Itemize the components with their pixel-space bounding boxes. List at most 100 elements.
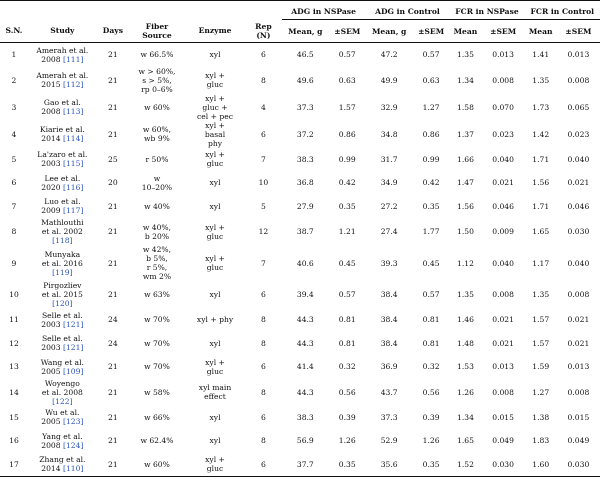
citation-link[interactable]: [111] — [63, 54, 84, 64]
cell-study-text: Pirgozliev — [43, 281, 82, 290]
cell-fcr-control-sem: 0.008 — [567, 290, 590, 299]
citation-link[interactable]: [110] — [63, 464, 84, 474]
citation-link[interactable]: [121] — [63, 343, 84, 353]
cell-study-line: Pirgozliev — [30, 281, 95, 290]
cell-fcr-control-mean: 1.83 — [532, 436, 550, 446]
cell-enzyme-text: xyl + phy — [196, 315, 234, 325]
cell-study-text: Gao et al. — [43, 98, 81, 107]
citation-link[interactable]: [109] — [63, 366, 84, 376]
cell-adg-control-sem: 0.56 — [422, 387, 440, 397]
cell-study-line: et al. 2016 — [30, 259, 95, 268]
cell-adg-control-mean: 49.9 — [380, 75, 398, 85]
cell-study-text: 2008 — [41, 107, 64, 116]
cell-rep: 6 — [260, 129, 266, 139]
citation-link[interactable]: [120] — [52, 299, 73, 308]
cell-fcr-nspase-sem: 0.009 — [492, 227, 514, 236]
cell-fiber-source-text: w 70% — [144, 338, 170, 348]
cell-fcr-control-sem: 0.040 — [567, 154, 590, 164]
cell-study-text: et al. 2002 — [41, 227, 83, 236]
cell-fcr-nspase-mean: 1.65 — [457, 436, 474, 446]
cell-adg-control-sem: 1.77 — [422, 227, 440, 236]
cell-adg-nspase-sem: 0.56 — [338, 387, 356, 397]
cell-enzyme-text: xyl — [209, 201, 221, 211]
cell-adg-nspase-mean: 40.6 — [296, 258, 314, 268]
cell-adg-nspase-sem: 0.32 — [338, 362, 356, 372]
cell-adg-nspase-sem: 0.81 — [338, 338, 356, 348]
cell-enzyme-line: xyl — [187, 413, 243, 422]
cell-enzyme: xyl + basal phy — [185, 121, 245, 148]
cell-fiber-source-text: w > 60%, — [138, 66, 176, 76]
cell-study-line: Yang et al. — [30, 432, 95, 441]
cell-fiber-source-line: w > 60%, — [131, 67, 183, 76]
cell-rep: 7 — [260, 258, 266, 268]
table-row: 7 Luo et al. 2009 [117] 21 w 40% xyl 5 27.9 0.35… — [0, 195, 600, 219]
cell-fcr-control-mean: 1.60 — [524, 452, 557, 477]
citation-link[interactable]: [118] — [52, 236, 73, 245]
citation-link[interactable]: [124] — [63, 440, 84, 450]
table-row: 1 Amerah et al. 2008 [111] 21 w 66.5% xyl 6 46.… — [0, 43, 600, 67]
col-adg-c-mean: Mean, g — [365, 19, 413, 43]
cell-days: 21 — [108, 227, 118, 236]
citation-link[interactable]: [117] — [63, 206, 84, 216]
cell-study-line: Munyaka — [30, 250, 95, 259]
cell-adg-control-mean: 31.7 — [380, 154, 398, 164]
cell-fcr-control-mean: 1.38 — [532, 412, 550, 422]
cell-rep: 12 — [258, 227, 269, 236]
cell-fcr-control-sem: 0.021 — [567, 338, 590, 348]
citation-link[interactable]: [121] — [63, 319, 84, 329]
cell-adg-nspase-sem: 0.35 — [338, 201, 356, 211]
cell-study: Lee et al. 2020 [116] — [28, 171, 97, 195]
cell-adg-nspase-mean: 44.3 — [296, 387, 314, 397]
cell-enzyme-line: gluc — [187, 159, 243, 168]
cell-fiber-source-text: w 66% — [144, 412, 170, 422]
cell-fcr-control-mean: 1.59 — [532, 362, 550, 372]
cell-sn: 3 — [11, 102, 17, 112]
cell-fcr-control-mean: 1.35 — [532, 75, 550, 85]
cell-study-text: et al. 2015 — [41, 290, 83, 299]
cell-study: La'zaro et al. 2003 [115] — [28, 148, 97, 172]
cell-fiber-source-text: w 70% — [144, 362, 170, 372]
citation-link[interactable]: [123] — [63, 417, 84, 427]
cell-study: Luo et al. 2009 [117] — [28, 195, 97, 219]
cell-fcr-nspase-sem: 0.013 — [492, 362, 514, 372]
cell-adg-nspase-sem: 0.57 — [338, 290, 356, 299]
cell-fcr-control-mean: 1.73 — [532, 102, 550, 112]
cell-enzyme: xyl — [185, 195, 245, 219]
cell-adg-nspase-sem: 0.39 — [338, 412, 356, 422]
citation-link[interactable]: [122] — [52, 396, 73, 406]
cell-enzyme-line: xyl — [187, 290, 243, 299]
cell-enzyme-text: gluc + — [202, 102, 228, 112]
cell-study-text: Selle et al. — [41, 310, 83, 320]
cell-study-text: 2005 — [41, 417, 64, 427]
citation-link[interactable]: [113] — [63, 107, 84, 116]
cell-enzyme-text: xyl main — [198, 383, 232, 392]
cell-fcr-control-sem: 0.015 — [567, 412, 590, 422]
citation-link[interactable]: [112] — [63, 80, 84, 89]
cell-adg-nspase-mean: 56.9 — [296, 436, 314, 446]
citation-link[interactable]: [114] — [63, 134, 84, 143]
cell-fiber-source: w 70% — [129, 308, 185, 332]
group-fcr-control: FCR in Control — [524, 0, 600, 20]
cell-adg-control-sem: 0.57 — [422, 290, 440, 299]
cell-study-text: et al. 2016 — [41, 258, 83, 268]
citation-link[interactable]: [115] — [63, 159, 84, 169]
citation-link[interactable]: [119] — [52, 267, 73, 277]
cell-fiber-source: w 66% — [129, 406, 185, 430]
cell-enzyme-line: cel + pec — [187, 112, 243, 121]
cell-enzyme: xyl — [185, 171, 245, 195]
cell-enzyme-line: basal — [187, 130, 243, 139]
cell-adg-control-sem: 0.81 — [422, 315, 440, 325]
table-row: 14 Woyengo et al. 2008 [122] 21 w 58% xyl main… — [0, 379, 600, 406]
cell-sn: 6 — [11, 178, 17, 188]
citation-link[interactable]: [116] — [63, 182, 84, 192]
cell-enzyme-line: xyl + phy — [187, 315, 243, 324]
cell-study-line: Selle et al. — [30, 311, 95, 320]
cell-fcr-control-mean: 1.71 — [532, 201, 550, 211]
cell-fiber-source-line: b 20% — [131, 232, 183, 241]
col-rep-line1: Rep — [255, 21, 272, 31]
cell-adg-control-mean: 47.2 — [380, 50, 398, 60]
cell-fcr-control-sem: 0.065 — [567, 102, 590, 112]
cell-fiber-source-text: w 60%, — [142, 125, 172, 134]
cell-enzyme-line: phy — [187, 139, 243, 148]
cell-adg-nspase-sem: 0.35 — [328, 452, 366, 477]
